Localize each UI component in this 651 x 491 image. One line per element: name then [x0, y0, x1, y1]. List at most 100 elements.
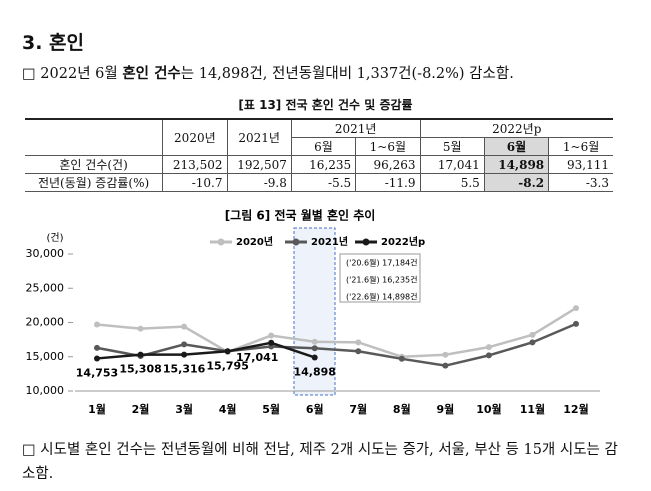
data-label: 14,753 — [76, 366, 118, 379]
point — [224, 348, 231, 355]
legend-label: 2022년p — [381, 235, 425, 248]
series-line — [96, 322, 577, 367]
x-tick-label: 11월 — [520, 402, 545, 416]
point — [355, 339, 362, 346]
cell: 93,111 — [548, 155, 613, 174]
cell: 192,507 — [226, 155, 292, 174]
cell: 1~6월 — [548, 137, 613, 156]
cell: -3.3 — [548, 173, 613, 192]
cell: 2021년 — [226, 118, 292, 156]
y-tick-label: 30,000 — [26, 247, 65, 260]
heading: 3. 혼인 — [22, 32, 85, 54]
cell: 213,502 — [162, 155, 228, 174]
data-label: 14,898 — [294, 365, 336, 378]
point — [529, 331, 536, 338]
cell: 6월 — [483, 137, 550, 156]
cell: 6월 — [290, 137, 357, 156]
point — [94, 344, 100, 351]
intro-text: 는 14,898건, 전년동월대비 1,337건(-8.2%) 감소함. — [180, 66, 514, 82]
annotation: ('21.6월) 16,235건 — [346, 275, 418, 285]
x-tick-label: 5월 — [262, 402, 280, 416]
cell: 2021년 — [290, 118, 421, 138]
intro: □ 2022년 6월 혼인 건수는 14,898건, 전년동월대비 1,337건… — [22, 62, 514, 83]
point — [268, 332, 275, 339]
cell: -5.5 — [290, 173, 357, 192]
y-tick-label: 15,000 — [26, 350, 65, 363]
x-tick-label: 3월 — [175, 402, 193, 416]
point — [94, 321, 100, 328]
cell: 2022년p — [419, 118, 613, 138]
point — [442, 351, 449, 358]
point — [311, 354, 318, 361]
footnote: □ 시도별 혼인 건수는 전년동월에 비해 전남, 제주 2개 시도는 증가, … — [22, 442, 618, 482]
series-line — [96, 341, 316, 360]
x-tick-label: 4월 — [219, 402, 237, 416]
x-tick-label: 8월 — [393, 402, 411, 416]
point — [485, 344, 492, 351]
y-tick-label: 10,000 — [26, 384, 65, 397]
x-tick-label: 12월 — [563, 402, 588, 416]
cell: 17,041 — [419, 155, 485, 174]
data-label: 15,316 — [163, 363, 206, 376]
x-tick-label: 10월 — [476, 402, 501, 416]
annotation-box — [339, 253, 421, 303]
x-tick-label: 1월 — [88, 402, 106, 416]
point — [181, 341, 188, 348]
y-tick-label: 20,000 — [26, 316, 65, 329]
chart-title: [그림 6] 전국 월별 혼인 추이 — [225, 208, 376, 223]
legend-label: 2020년 — [236, 235, 273, 248]
data-label: 15,308 — [119, 363, 161, 376]
cell: -10.7 — [162, 173, 228, 192]
chart: [그림 6] 전국 월별 혼인 추이 (건) ('20.6월) 17,184건 … — [26, 208, 600, 416]
legend-marker — [217, 238, 225, 246]
point — [137, 325, 144, 332]
cell: 5월 — [419, 137, 485, 156]
cell: -9.8 — [226, 173, 292, 192]
point — [398, 355, 405, 362]
table: 2020년 2021년 2021년 2022년p 6월 1~6월 5월 6월 1… — [25, 118, 613, 192]
legend-marker — [292, 238, 300, 246]
cell: 2020년 — [162, 118, 228, 156]
cell: 혼인 건수(건) — [25, 155, 164, 174]
point — [94, 355, 100, 362]
x-tick-label: 7월 — [349, 402, 367, 416]
cell: 1~6월 — [355, 137, 421, 156]
data-label: 15,795 — [206, 359, 248, 372]
annotation: ('22.6월) 14,898건 — [346, 292, 418, 302]
intro-bold: 혼인 건수 — [122, 66, 181, 82]
y-unit: (건) — [46, 232, 63, 244]
highlight — [293, 227, 336, 396]
point — [573, 320, 579, 327]
cell: 96,263 — [355, 155, 421, 174]
cell: 5.5 — [419, 173, 485, 192]
cell: 16,235 — [290, 155, 357, 174]
point — [529, 339, 536, 346]
point — [311, 338, 318, 345]
point — [181, 323, 188, 330]
annotation: ('20.6월) 17,184건 — [346, 258, 418, 268]
point — [181, 351, 188, 358]
point — [355, 348, 362, 355]
point — [442, 362, 449, 369]
legend-label: 2021년 — [311, 235, 348, 248]
cell: -8.2 — [483, 173, 550, 192]
point — [573, 305, 579, 312]
cell: 14,898 — [483, 155, 550, 174]
intro-text: □ 2022년 6월 — [22, 66, 123, 82]
point — [268, 339, 275, 346]
series-line — [96, 307, 577, 359]
x-tick-label: 9월 — [436, 402, 454, 416]
cell: -11.9 — [355, 173, 421, 192]
cell — [25, 118, 164, 156]
x-tick-label: 6월 — [306, 402, 324, 416]
data-label: 17,041 — [236, 351, 278, 364]
point — [311, 345, 318, 352]
cell: 전년(동월) 증감률(%) — [25, 173, 164, 192]
point — [485, 352, 492, 359]
legend-marker — [362, 238, 370, 246]
point — [137, 351, 144, 358]
x-tick-label: 2월 — [132, 402, 150, 416]
y-tick-label: 25,000 — [26, 281, 65, 294]
table-caption: [표 13] 전국 혼인 건수 및 증감률 — [238, 98, 413, 112]
